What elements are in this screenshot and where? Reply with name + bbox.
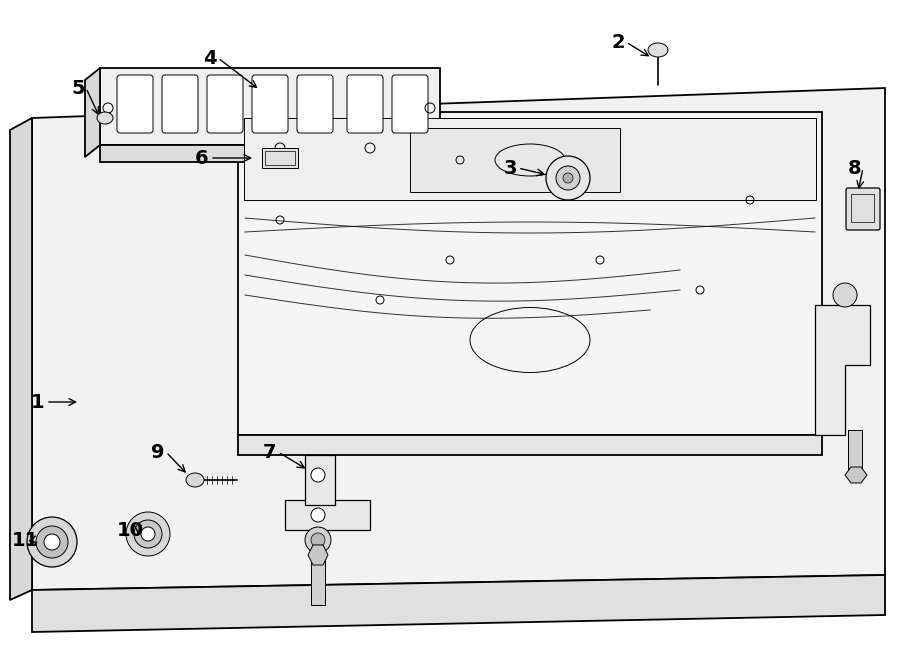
Circle shape <box>311 508 325 522</box>
Circle shape <box>311 533 325 547</box>
Polygon shape <box>244 118 816 200</box>
Circle shape <box>36 526 68 558</box>
Polygon shape <box>32 88 885 590</box>
Text: 7: 7 <box>263 442 277 461</box>
Ellipse shape <box>186 473 204 487</box>
Polygon shape <box>100 68 440 145</box>
Circle shape <box>311 468 325 482</box>
FancyBboxPatch shape <box>846 188 880 230</box>
Polygon shape <box>845 467 867 483</box>
FancyBboxPatch shape <box>117 75 153 133</box>
Text: 9: 9 <box>151 442 165 461</box>
Text: 8: 8 <box>848 158 862 177</box>
Polygon shape <box>32 575 885 632</box>
Text: 5: 5 <box>71 79 85 97</box>
Circle shape <box>27 517 77 567</box>
Text: 11: 11 <box>12 530 39 549</box>
Circle shape <box>141 527 155 541</box>
Text: 10: 10 <box>116 520 143 540</box>
Bar <box>848 430 862 475</box>
Text: 4: 4 <box>203 48 217 68</box>
Polygon shape <box>85 68 100 157</box>
FancyBboxPatch shape <box>207 75 243 133</box>
Polygon shape <box>308 545 328 565</box>
Polygon shape <box>100 145 440 162</box>
Text: 1: 1 <box>32 393 45 412</box>
Polygon shape <box>410 128 620 192</box>
Bar <box>311 555 325 605</box>
Bar <box>265 151 295 165</box>
Ellipse shape <box>97 112 113 124</box>
Circle shape <box>833 283 857 307</box>
Circle shape <box>44 534 60 550</box>
Text: 3: 3 <box>503 158 517 177</box>
Bar <box>851 194 874 222</box>
FancyBboxPatch shape <box>162 75 198 133</box>
FancyBboxPatch shape <box>392 75 428 133</box>
FancyBboxPatch shape <box>347 75 383 133</box>
Polygon shape <box>815 305 870 435</box>
Polygon shape <box>238 435 822 455</box>
Polygon shape <box>238 112 822 435</box>
Polygon shape <box>262 148 298 168</box>
Circle shape <box>546 156 590 200</box>
Polygon shape <box>10 118 32 600</box>
Polygon shape <box>285 500 370 530</box>
Polygon shape <box>305 455 335 505</box>
Circle shape <box>305 527 331 553</box>
Text: 2: 2 <box>611 32 625 52</box>
Circle shape <box>563 173 573 183</box>
Circle shape <box>134 520 162 548</box>
Ellipse shape <box>648 43 668 57</box>
Circle shape <box>126 512 170 556</box>
FancyBboxPatch shape <box>252 75 288 133</box>
Text: 6: 6 <box>195 148 209 167</box>
FancyBboxPatch shape <box>297 75 333 133</box>
Circle shape <box>556 166 580 190</box>
